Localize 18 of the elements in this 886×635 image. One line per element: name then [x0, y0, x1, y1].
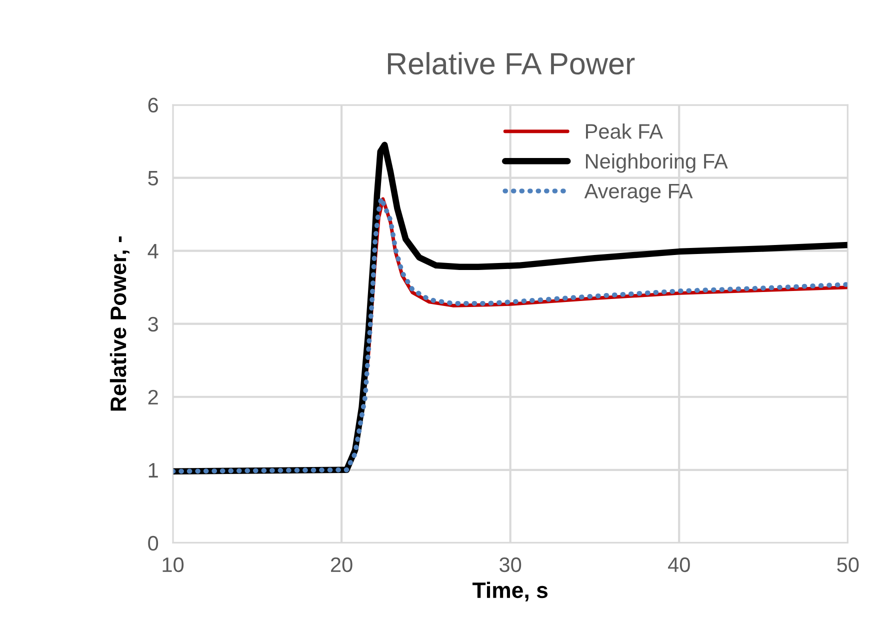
y-tick-label: 5: [148, 171, 158, 186]
x-tick-label: 50: [837, 557, 859, 572]
y-axis-title: Relative Power, -: [110, 236, 130, 411]
x-tick-label: 30: [500, 557, 522, 572]
legend-label: Neighboring FA: [586, 153, 728, 173]
y-tick-label: 4: [148, 244, 158, 258]
y-tick-label: 6: [148, 98, 158, 113]
x-tick-label: 20: [331, 557, 352, 572]
y-tick-label: 1: [148, 463, 158, 478]
x-axis-title: Time, s: [472, 582, 548, 602]
legend-label: Peak FA: [586, 124, 663, 139]
y-tick-label: 2: [148, 390, 158, 404]
x-tick-label: 10: [162, 557, 184, 572]
y-tick-label: 0: [148, 536, 158, 551]
legend-label: Average FA: [584, 184, 693, 203]
x-tick-label: 40: [668, 557, 690, 572]
y-tick-label: 3: [148, 316, 158, 332]
chart-title: Relative FA Power: [388, 52, 635, 75]
